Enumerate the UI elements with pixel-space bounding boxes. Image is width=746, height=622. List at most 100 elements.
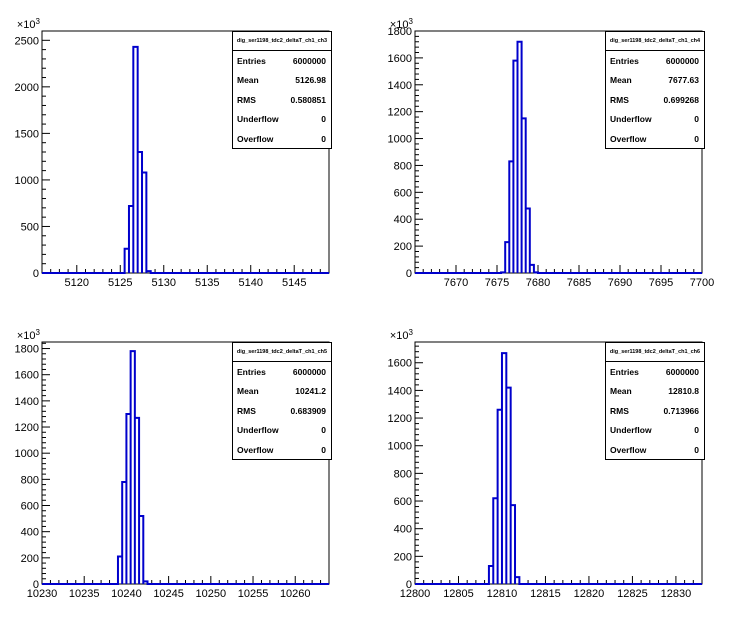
stats-box-ch5: dig_ser1198_tdc2_deltaT_ch1_ch5 Entries 6… <box>232 342 332 460</box>
x-tick-label: 5135 <box>195 277 219 289</box>
y-tick-label: 1800 <box>388 26 412 38</box>
histogram-bin <box>143 581 147 584</box>
stats-label-overflow: Overflow <box>610 133 647 144</box>
histogram-bin <box>506 388 510 584</box>
histogram-series-line <box>415 40 702 274</box>
stats-value-mean: 10241.2 <box>295 386 326 397</box>
stats-box-ch3: dig_ser1198_tdc2_deltaT_ch1_ch3 Entries 6… <box>232 31 332 149</box>
x-tick-label: 5125 <box>108 277 132 289</box>
x-tick-label: 10240 <box>111 588 142 600</box>
stats-label-underflow: Underflow <box>610 425 652 436</box>
y-tick-label: 800 <box>394 160 412 172</box>
stats-label-rms: RMS <box>610 405 629 416</box>
y-tick-label: 1200 <box>388 413 412 425</box>
x-tick-label: 12815 <box>530 588 561 600</box>
y-tick-label: 0 <box>406 268 412 280</box>
stats-label-mean: Mean <box>610 75 632 86</box>
stats-value-entries: 6000000 <box>665 56 699 66</box>
y-tick-label: 200 <box>394 551 412 563</box>
stats-value-rms: 0.683909 <box>290 405 326 416</box>
y-tick-label: 500 <box>21 221 39 233</box>
x-tick-label: 7700 <box>690 277 714 289</box>
y-multiplier-label: ×103 <box>390 17 414 31</box>
histogram-bin <box>502 353 506 584</box>
histogram-series-line <box>42 350 329 585</box>
stats-box-ch6: dig_ser1198_tdc2_deltaT_ch1_ch6 Entries 6… <box>605 342 705 460</box>
histogram-bin <box>505 242 509 273</box>
y-tick-label: 1600 <box>15 370 39 382</box>
y-tick-label: 800 <box>21 474 39 486</box>
histogram-bin <box>509 161 513 273</box>
x-tick-label: 10230 <box>27 588 58 600</box>
stats-label-entries: Entries <box>610 56 639 66</box>
y-tick-label: 1000 <box>15 175 39 187</box>
histogram-pad-ch4: 7670 7675 7680 7685 7690 7695 7700 0 200 400 600 80… <box>373 0 746 311</box>
histogram-plot-ch5: 10230 10235 10240 10245 10250 10255 10260 0 200 4… <box>15 328 330 600</box>
y-tick-label: 1600 <box>388 53 412 65</box>
stats-label-entries: Entries <box>237 367 266 377</box>
stats-label-entries: Entries <box>237 56 266 66</box>
x-tick-label: 12810 <box>487 588 518 600</box>
histogram-bin <box>534 272 538 273</box>
histogram-bin <box>142 172 146 273</box>
x-tick-label: 7675 <box>485 277 509 289</box>
stats-label-mean: Mean <box>237 386 259 397</box>
y-tick-label: 600 <box>394 187 412 199</box>
stats-value-underflow: 0 <box>321 114 326 125</box>
histogram-bin <box>511 505 515 584</box>
y-tick-label: 1200 <box>388 107 412 119</box>
histogram-bin <box>489 566 493 584</box>
x-tick-label: 7685 <box>567 277 591 289</box>
x-tick-label: 5140 <box>238 277 262 289</box>
x-tick-label: 10250 <box>196 588 227 600</box>
y-tick-label: 2500 <box>15 35 39 47</box>
y-tick-label: 1600 <box>388 358 412 370</box>
histogram-bin <box>118 557 122 584</box>
y-tick-label: 1500 <box>15 128 39 140</box>
histogram-pad-ch5: 10230 10235 10240 10245 10250 10255 10260 0 200 4… <box>0 311 373 622</box>
x-tick-label: 7670 <box>444 277 468 289</box>
y-tick-label: 1400 <box>388 385 412 397</box>
y-tick-label: 600 <box>21 501 39 513</box>
stats-label-overflow: Overflow <box>237 133 274 144</box>
y-tick-label: 1800 <box>15 344 39 356</box>
y-tick-label: 600 <box>394 496 412 508</box>
histogram-bin <box>126 414 130 584</box>
x-tick-label: 10235 <box>69 588 100 600</box>
histogram-plot-ch4: 7670 7675 7680 7685 7690 7695 7700 0 200 400 600 80… <box>388 17 715 289</box>
stats-label-mean: Mean <box>237 75 259 86</box>
stats-value-entries: 6000000 <box>292 367 326 377</box>
stats-label-entries: Entries <box>610 367 639 377</box>
stats-value-overflow: 0 <box>321 133 326 144</box>
stats-value-entries: 6000000 <box>292 56 326 66</box>
stats-value-rms: 0.713966 <box>663 405 699 416</box>
x-tick-label: 5120 <box>65 277 89 289</box>
stats-value-mean: 5126.98 <box>295 75 326 86</box>
stats-title: dig_ser1198_tdc2_deltaT_ch1_ch5 <box>233 343 331 362</box>
stats-title: dig_ser1198_tdc2_deltaT_ch1_ch6 <box>606 343 704 362</box>
y-multiplier-label: ×103 <box>17 17 41 31</box>
y-tick-label: 400 <box>394 524 412 536</box>
stats-value-overflow: 0 <box>694 133 699 144</box>
y-tick-label: 2000 <box>15 82 39 94</box>
histogram-bin <box>138 152 142 273</box>
x-tick-label: 12820 <box>574 588 605 600</box>
x-tick-label: 7680 <box>526 277 550 289</box>
histogram-bin <box>139 516 143 584</box>
stats-value-underflow: 0 <box>694 114 699 125</box>
stats-label-overflow: Overflow <box>237 444 274 455</box>
x-tick-label: 7695 <box>649 277 673 289</box>
stats-label-rms: RMS <box>237 405 256 416</box>
histogram-pad-ch3: 5120 5125 5130 5135 5140 5145 0 500 1000 1500 2000… <box>0 0 373 311</box>
stats-label-overflow: Overflow <box>610 444 647 455</box>
histogram-bin <box>129 206 133 273</box>
histogram-bin <box>125 249 129 273</box>
x-tick-label: 5145 <box>282 277 306 289</box>
x-tick-label: 10245 <box>153 588 184 600</box>
histogram-bin <box>131 351 135 584</box>
histogram-bin <box>122 482 126 584</box>
x-tick-label: 5130 <box>152 277 176 289</box>
histogram-bin <box>133 47 137 273</box>
y-tick-label: 1400 <box>388 80 412 92</box>
stats-value-rms: 0.580851 <box>290 94 326 105</box>
